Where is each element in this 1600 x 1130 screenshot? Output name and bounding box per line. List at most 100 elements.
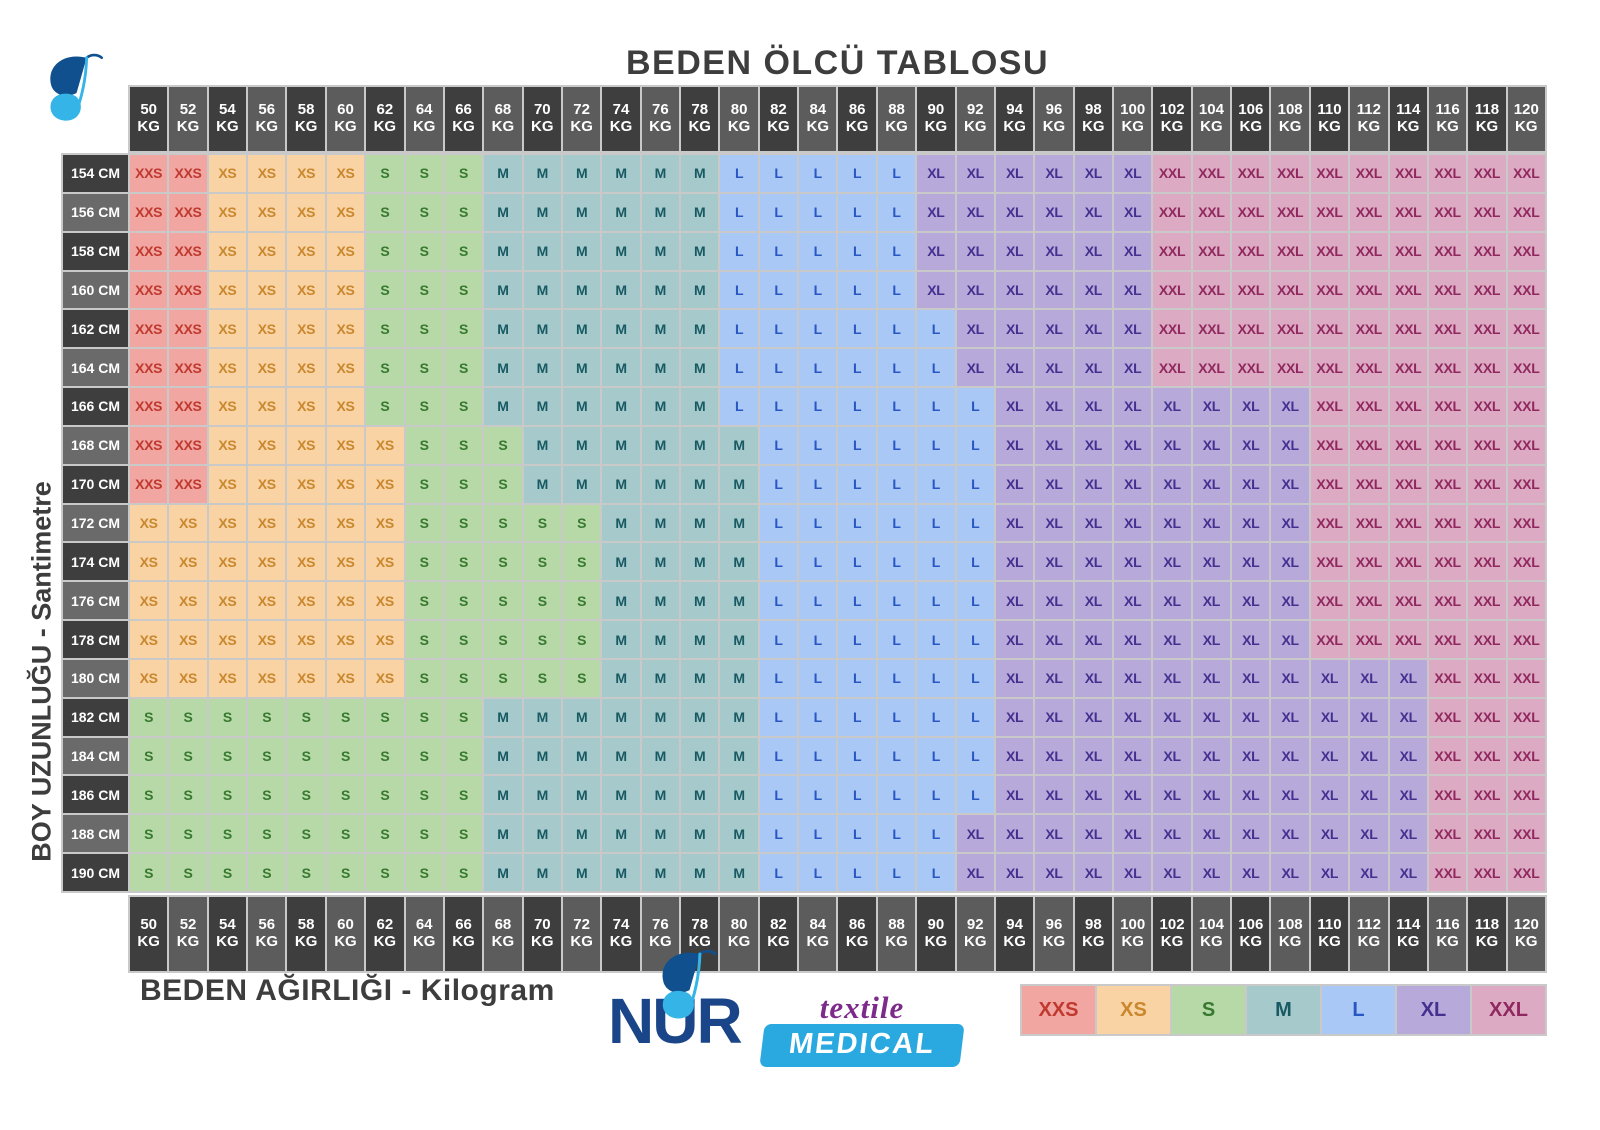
size-cell: L [799,504,837,542]
size-cell: XXS [169,349,207,387]
size-cell: XL [1114,582,1152,620]
size-cell: XS [130,504,168,542]
size-cell: XXL [1428,310,1467,348]
size-cell: M [484,854,522,891]
weight-header-cell: 68 KG [484,87,522,151]
size-cell: XL [1232,388,1270,425]
size-cell: XXL [1350,155,1388,192]
size-cell: M [720,815,758,853]
legend-item: XXS [1022,986,1095,1034]
size-cell: L [877,232,916,270]
size-cell: XL [1192,815,1231,853]
size-cell: L [838,504,876,542]
size-cell: S [130,854,168,891]
size-cell: S [484,465,522,503]
size-cell: XS [208,388,247,425]
size-cell: XXL [1310,310,1349,348]
butterfly-logo-icon [50,53,104,121]
weight-header-cell: 108 KG [1271,87,1309,151]
size-cell: XL [1035,582,1073,620]
size-cell: XXL [1310,232,1349,270]
size-cell: XL [995,737,1034,775]
size-cell: M [484,271,522,309]
height-header-cell: 162 CM [63,310,128,348]
weight-header-cell: 114 KG [1389,897,1427,971]
size-cell: XL [1035,426,1073,464]
size-cell: S [405,582,443,620]
weight-header-cell: 62 KG [366,897,404,971]
size-cell: M [523,349,561,387]
size-cell: XS [326,659,365,697]
size-cell: XS [248,543,286,581]
size-cell: L [759,582,798,620]
size-cell: XXL [1428,659,1467,697]
size-cell: M [681,349,719,387]
size-cell: XXL [1389,349,1427,387]
size-cell: XXL [1507,737,1545,775]
size-cell: XXL [1428,193,1467,231]
weight-header-cell: 52 KG [169,87,207,151]
size-cell: L [838,310,876,348]
size-cell: XL [1074,504,1113,542]
size-cell: XL [1192,504,1231,542]
height-header-cell: 190 CM [63,854,128,891]
size-cell: M [523,310,561,348]
size-cell: XL [1114,155,1152,192]
size-cell: XS [287,388,325,425]
size-cell: XXL [1428,776,1467,814]
size-cell: S [248,776,286,814]
size-cell: XXL [1310,504,1349,542]
legend-item: M [1247,986,1320,1034]
size-cell: S [326,815,365,853]
size-cell: S [366,776,404,814]
size-cell: L [956,465,994,503]
size-cell: S [484,426,522,464]
size-cell: XL [1035,854,1073,891]
weight-header-cell: 62 KG [366,87,404,151]
size-cell: XS [248,193,286,231]
size-cell: L [956,426,994,464]
size-cell: L [799,815,837,853]
weight-header-cell: 76 KG [641,87,680,151]
x-axis-label: BEDEN AĞIRLIĞI - Kilogram [140,974,555,1007]
weight-header-cell: 84 KG [799,897,837,971]
size-cell: L [838,737,876,775]
size-cell: XL [1271,737,1309,775]
height-header-cell: 160 CM [63,271,128,309]
size-cell: M [641,621,680,658]
height-header-cell: 168 CM [63,426,128,464]
weight-header-cell: 94 KG [995,897,1034,971]
size-cell: L [917,388,955,425]
size-cell: S [405,659,443,697]
size-cell: XXL [1507,776,1545,814]
size-cell: M [523,737,561,775]
size-cell: XL [1271,543,1309,581]
size-cell: M [562,426,601,464]
size-cell: XL [1074,349,1113,387]
size-cell: XXL [1389,465,1427,503]
size-cell: XL [1271,698,1309,736]
size-cell: XS [326,388,365,425]
size-cell: XL [1192,388,1231,425]
size-cell: XL [1035,271,1073,309]
height-header-cell: 164 CM [63,349,128,387]
size-cell: S [444,271,483,309]
size-cell: XXL [1428,465,1467,503]
size-cell: XL [995,193,1034,231]
size-cell: XL [1389,698,1427,736]
page-title: BEDEN ÖLCÜ TABLOSU [625,44,1050,82]
size-cell: XXL [1507,465,1545,503]
size-cell: M [641,349,680,387]
size-cell: XL [1074,776,1113,814]
size-cell: XL [1114,698,1152,736]
size-cell: S [405,193,443,231]
weight-header-cell: 54 KG [208,897,247,971]
size-cell: L [720,349,758,387]
weight-header-cell: 60 KG [326,897,365,971]
size-cell: L [917,504,955,542]
size-cell: XXL [1153,349,1191,387]
size-cell: S [366,271,404,309]
size-cell: XXL [1232,232,1270,270]
size-cell: M [681,465,719,503]
size-cell: M [602,426,640,464]
